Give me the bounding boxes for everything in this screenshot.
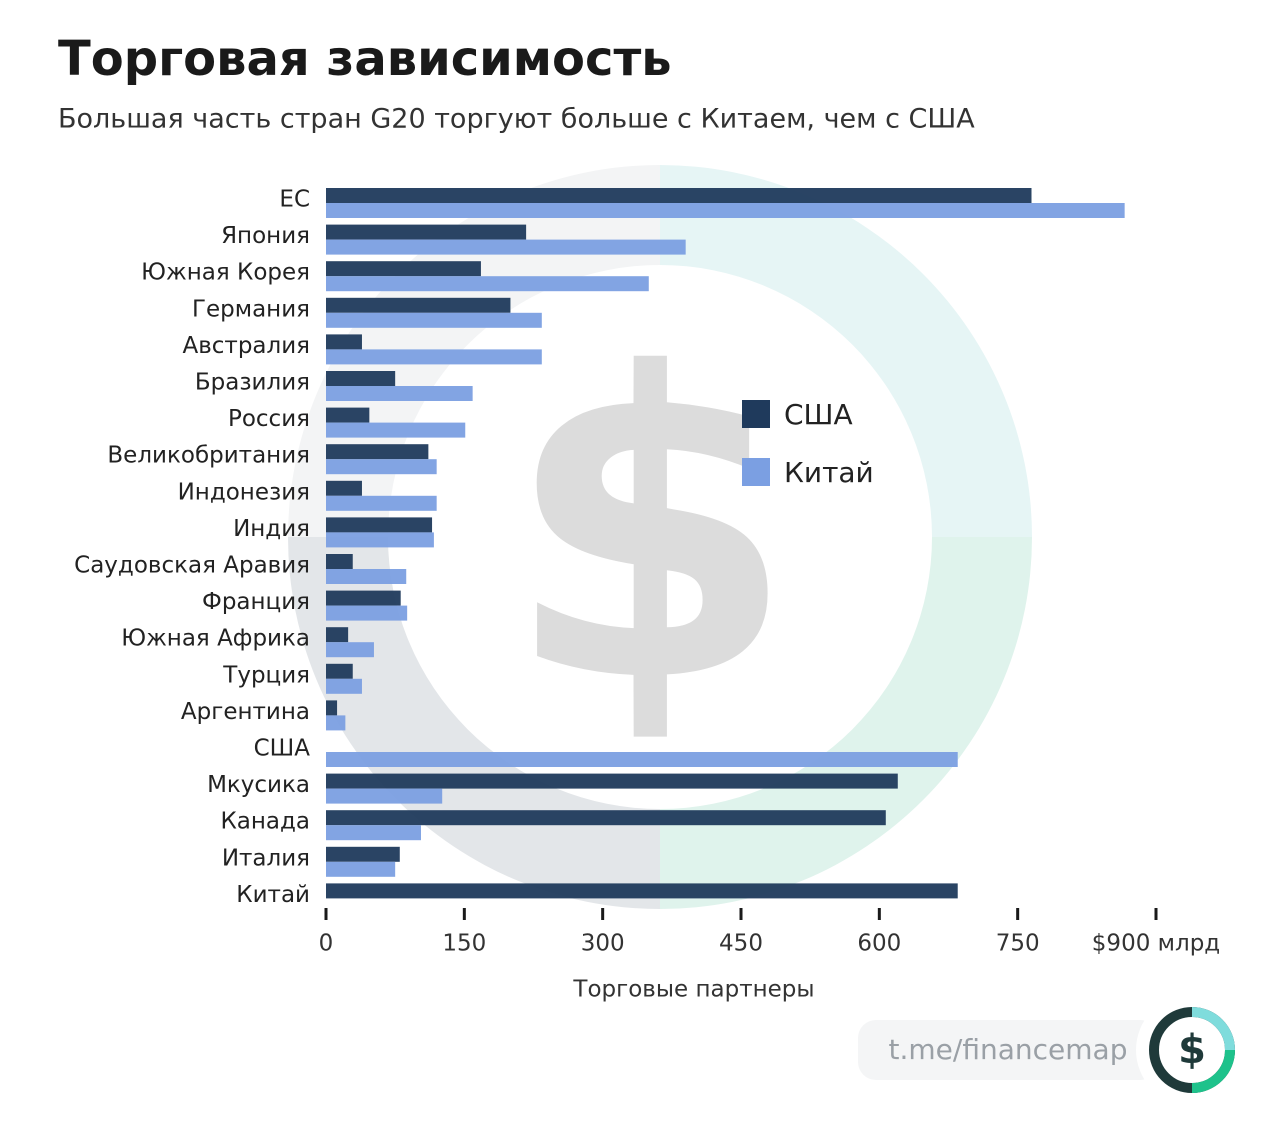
bar	[326, 773, 898, 789]
bar	[326, 627, 349, 643]
x-tick-label: 0	[319, 931, 334, 957]
y-tick-label: Франция	[202, 589, 310, 615]
y-tick-label: Турция	[222, 662, 310, 688]
bar	[326, 825, 421, 841]
bar	[326, 715, 346, 731]
chart-subtitle: Большая часть стран G20 торгуют больше с…	[58, 104, 975, 135]
bar	[326, 554, 353, 569]
bar	[326, 752, 958, 767]
y-tick-label: Бразилия	[195, 370, 310, 396]
bar	[326, 371, 396, 386]
bar	[326, 276, 649, 292]
legend-swatch	[742, 458, 770, 486]
bar	[326, 188, 1032, 203]
bar	[326, 261, 481, 277]
bar	[326, 203, 1125, 218]
y-tick-label: ЕС	[279, 187, 310, 213]
bar	[326, 480, 362, 496]
y-tick-label: Канада	[220, 809, 310, 835]
bar	[326, 422, 466, 438]
y-tick-label: Германия	[192, 296, 310, 322]
bar	[326, 297, 511, 313]
watermark: $	[504, 286, 796, 775]
bar	[326, 532, 434, 548]
bar	[326, 605, 408, 621]
bar	[326, 810, 886, 826]
x-tick-label: 450	[719, 931, 763, 957]
bar	[326, 883, 958, 899]
bar	[326, 495, 437, 511]
bar	[326, 861, 396, 877]
logo-mark: $	[1178, 1027, 1206, 1073]
legend-label: США	[784, 398, 853, 431]
bar	[326, 312, 542, 328]
footer-badge: t.me/financemap $	[858, 994, 1248, 1106]
bar	[326, 700, 338, 716]
bar	[326, 590, 401, 606]
y-tick-label: Южная Африка	[121, 626, 310, 652]
bar	[326, 663, 353, 679]
y-tick-label: Индия	[233, 516, 310, 542]
y-tick-label: Мкусика	[207, 772, 310, 798]
bar	[326, 788, 443, 804]
legend-label: Китай	[784, 456, 874, 489]
bar	[326, 349, 542, 365]
bar	[326, 224, 527, 240]
x-axis-title: Торговые партнеры	[572, 977, 814, 1003]
y-tick-label: Индонезия	[178, 479, 310, 505]
x-tick-label: 150	[442, 931, 486, 957]
bar	[326, 678, 362, 694]
y-tick-label: США	[254, 736, 311, 762]
bar	[326, 444, 429, 460]
y-tick-label: Россия	[228, 406, 310, 432]
bar	[326, 239, 686, 255]
source-link: t.me/financemap	[889, 1033, 1128, 1066]
bar	[326, 642, 374, 658]
y-tick-label: Австралия	[182, 333, 310, 359]
bar	[326, 846, 400, 862]
bar	[326, 459, 437, 475]
y-tick-label: Япония	[221, 223, 310, 249]
bar	[326, 334, 362, 350]
x-tick-label: 750	[996, 931, 1040, 957]
bar	[326, 407, 370, 423]
bar	[326, 386, 473, 401]
y-tick-label: Китай	[236, 882, 310, 908]
bar	[326, 569, 407, 584]
legend-swatch	[742, 400, 770, 428]
y-tick-label: Аргентина	[181, 699, 310, 725]
bar	[326, 517, 433, 533]
y-tick-label: Великобритания	[107, 443, 310, 469]
x-tick-label: $900 млрд	[1092, 931, 1220, 957]
y-tick-label: Италия	[222, 845, 310, 871]
x-tick-label: 300	[581, 931, 625, 957]
x-tick-label: 600	[857, 931, 901, 957]
y-tick-label: Южная Корея	[141, 260, 310, 286]
y-tick-label: Саудовская Аравия	[74, 553, 310, 579]
chart-title: Торговая зависимость	[58, 31, 672, 87]
